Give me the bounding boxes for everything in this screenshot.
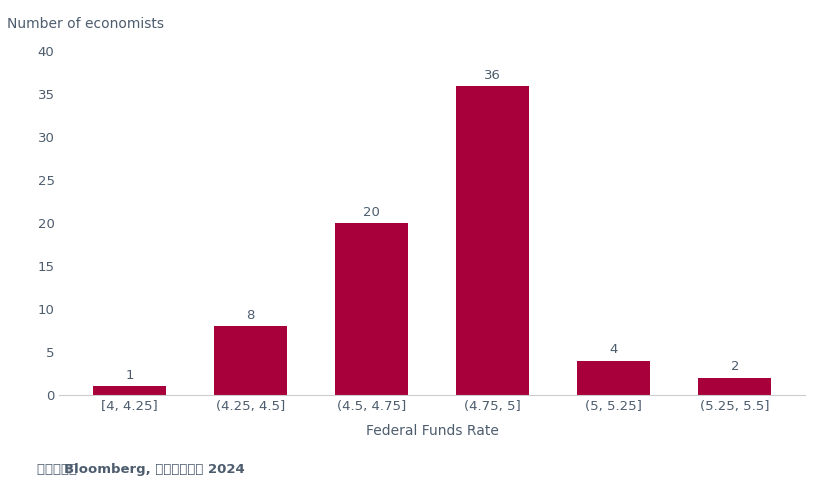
X-axis label: Federal Funds Rate: Federal Funds Rate [365, 424, 498, 438]
Bar [577, 360, 649, 395]
Bar [456, 86, 528, 395]
Text: 8: 8 [247, 309, 255, 322]
Text: ที่มา :: ที่มา : [37, 463, 89, 476]
Bar [698, 378, 770, 395]
Bar [214, 326, 287, 395]
Text: 20: 20 [363, 206, 380, 219]
Text: 1: 1 [125, 369, 133, 382]
Bar [335, 223, 408, 395]
Text: 2: 2 [730, 360, 738, 374]
Text: 4: 4 [609, 343, 618, 356]
Text: Bloomberg, มีนาคม 2024: Bloomberg, มีนาคม 2024 [64, 463, 244, 476]
Text: 36: 36 [484, 69, 500, 81]
Text: Number of economists: Number of economists [7, 17, 164, 31]
Bar [93, 386, 165, 395]
